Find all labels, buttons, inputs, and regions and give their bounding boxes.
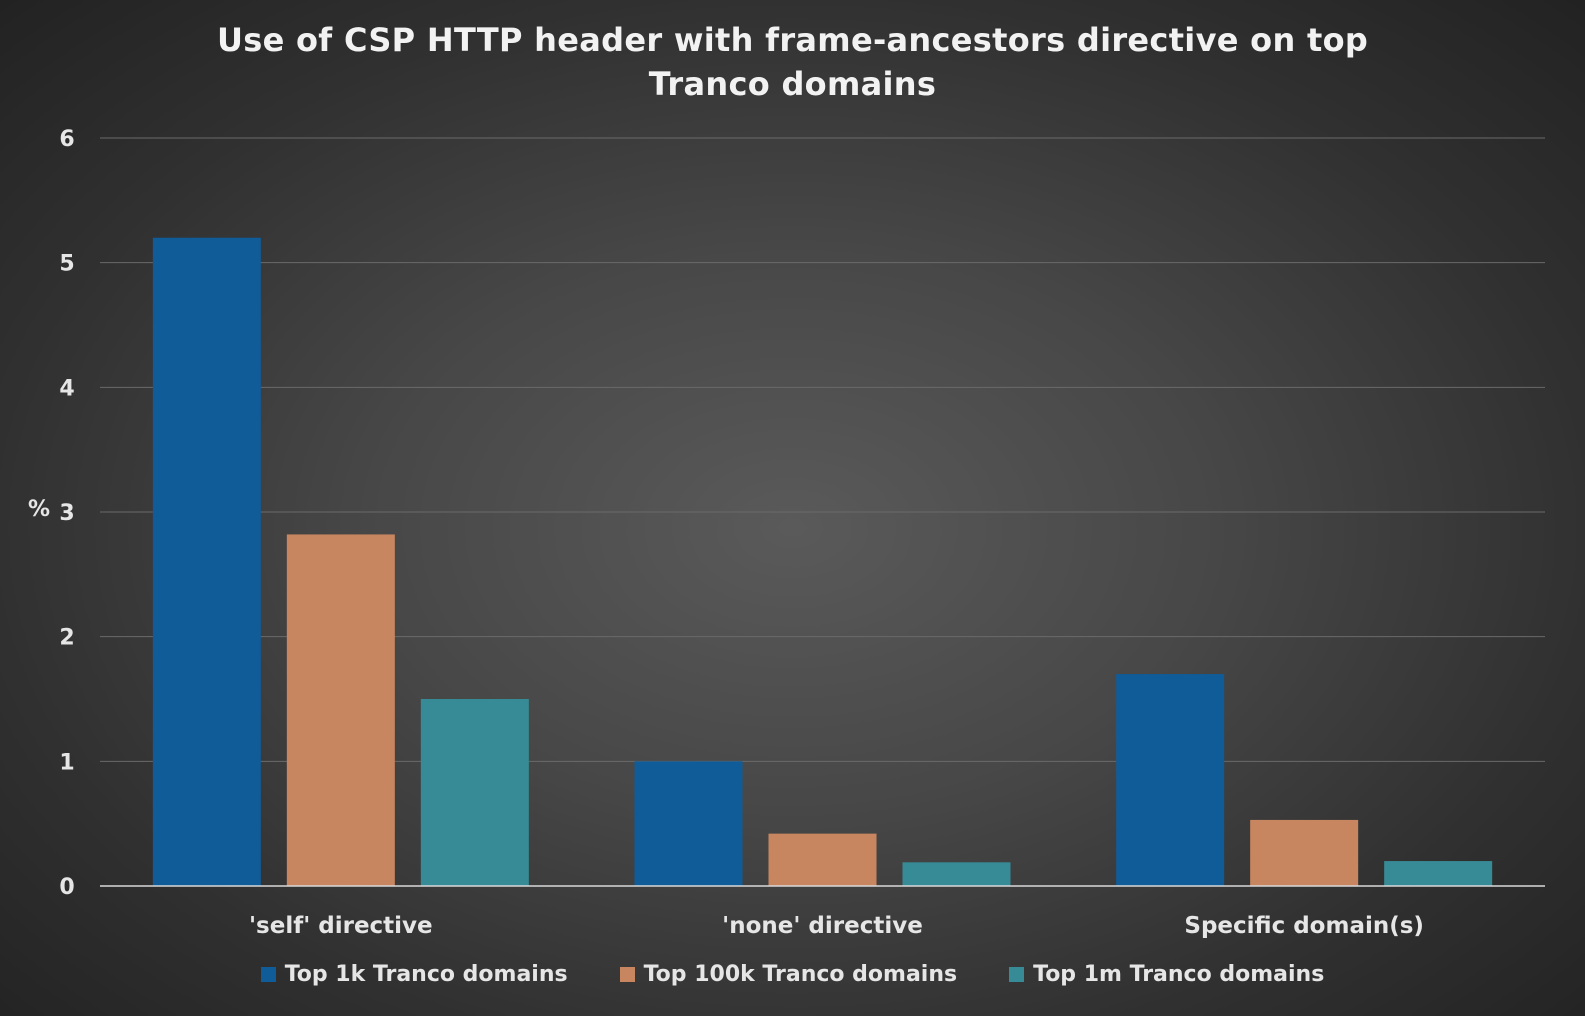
y-tick-label: 6	[59, 127, 74, 152]
y-tick-label: 5	[59, 252, 74, 277]
y-tick-label: 4	[59, 376, 74, 401]
chart-title: Use of CSP HTTP header with frame-ancest…	[216, 21, 1369, 103]
legend-label: Top 1k Tranco domains	[284, 962, 568, 987]
y-tick-label: 2	[59, 626, 74, 651]
bars	[152, 237, 1493, 886]
legend-swatch	[260, 967, 276, 982]
y-tick-label: 0	[59, 875, 74, 900]
legend-item-2: Top 100k Tranco domains	[619, 962, 958, 987]
bar-1-3	[1116, 674, 1225, 886]
legend-swatch	[619, 967, 635, 982]
legend: Top 1k Tranco domains Top 100k Tranco dom…	[0, 962, 1585, 987]
bar-2-3	[1250, 819, 1359, 886]
bar-1-2	[634, 761, 743, 886]
x-category-label: Specific domain(s)	[1184, 913, 1424, 939]
bar-1-1	[152, 237, 261, 886]
bar-3-3	[1384, 861, 1493, 886]
legend-item-1: Top 1k Tranco domains	[260, 962, 568, 987]
legend-label: Top 1m Tranco domains	[1033, 962, 1325, 987]
bar-2-1	[286, 534, 395, 886]
x-category-label: 'self' directive	[249, 913, 433, 939]
bar-3-2	[902, 862, 1011, 886]
x-category-label: 'none' directive	[722, 913, 923, 939]
bar-3-1	[420, 699, 529, 886]
axes: 0 1 2 3 4 5 6 'self' directive 'none' directive S…	[59, 127, 1545, 939]
legend-label: Top 100k Tranco domains	[643, 962, 958, 987]
legend-item-3: Top 1m Tranco domains	[1009, 962, 1324, 987]
y-axis-title: %	[28, 497, 50, 522]
y-tick-label: 1	[59, 750, 74, 775]
y-tick-label: 3	[59, 501, 74, 526]
bar-2-2	[768, 833, 877, 886]
legend-swatch	[1009, 967, 1025, 982]
